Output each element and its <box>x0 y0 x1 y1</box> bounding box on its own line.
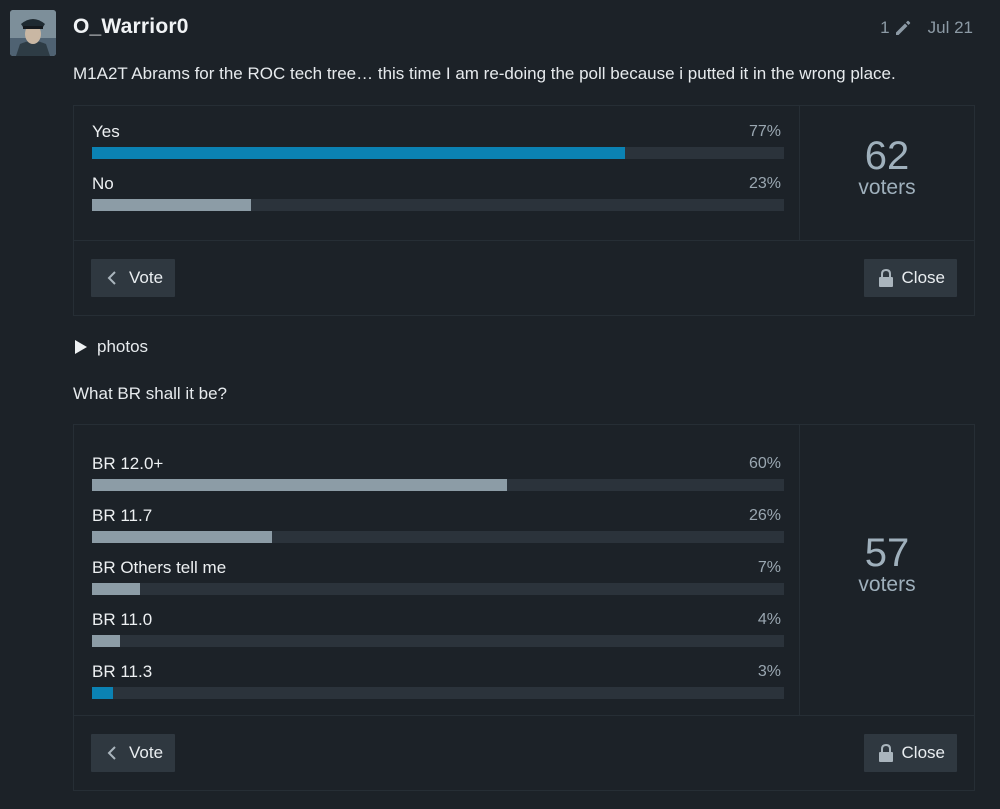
close-poll-button[interactable]: Close <box>863 734 957 772</box>
option-bar-fill <box>92 531 272 543</box>
option-percent: 77% <box>748 123 781 140</box>
option-percent: 26% <box>748 507 781 524</box>
voters-count: 57 <box>864 531 910 575</box>
option-percent: 7% <box>757 559 781 576</box>
poll-2: BR 12.0+ 60% BR 11.7 26% <box>73 424 975 791</box>
poll-question-text: What BR shall it be? <box>73 384 228 403</box>
edit-count[interactable]: 1 <box>880 18 890 37</box>
poll-option[interactable]: BR 11.0 4% <box>92 610 784 662</box>
poll-option[interactable]: BR 11.3 3% <box>92 662 784 714</box>
username[interactable]: O_Warrior0 <box>73 15 189 38</box>
option-bar-track <box>92 479 784 491</box>
voters-info: 57 voters <box>800 425 974 715</box>
poll-option[interactable]: Yes 77% <box>92 122 784 174</box>
vote-button-label: Vote <box>129 268 164 287</box>
chevron-left-icon <box>107 271 116 285</box>
option-bar-track <box>92 199 784 211</box>
poll-2-options: BR 12.0+ 60% BR 11.7 26% <box>74 425 800 715</box>
option-label: BR 11.7 <box>92 506 153 525</box>
option-bar-fill <box>92 479 508 491</box>
pencil-icon[interactable] <box>894 19 912 37</box>
post-meta: 1 Jul 21 <box>880 18 973 38</box>
voters-label: voters <box>858 573 916 596</box>
post-intro-text: M1A2T Abrams for the ROC tech tree… this… <box>73 64 896 83</box>
chevron-left-icon <box>107 746 116 760</box>
triangle-right-icon <box>75 340 87 354</box>
option-bar-track <box>92 583 784 595</box>
voters-label: voters <box>858 176 916 199</box>
vote-button[interactable]: Vote <box>91 259 176 297</box>
poll-1-actions: Vote Close <box>74 241 974 315</box>
poll-option[interactable]: BR 12.0+ 60% <box>92 454 784 506</box>
option-label: BR 11.0 <box>92 610 153 629</box>
option-bar-fill <box>92 635 120 647</box>
option-label: No <box>92 174 114 193</box>
avatar[interactable] <box>10 10 56 56</box>
poll-2-actions: Vote Close <box>74 716 974 790</box>
close-poll-button[interactable]: Close <box>863 259 957 297</box>
option-percent: 4% <box>757 611 781 628</box>
option-bar-fill <box>92 687 113 699</box>
option-bar-fill <box>92 583 141 595</box>
details-toggle[interactable]: photos <box>75 337 148 357</box>
option-label: BR 11.3 <box>92 662 153 681</box>
close-button-label: Close <box>901 743 945 762</box>
option-bar-fill <box>92 199 252 211</box>
option-bar-track <box>92 147 784 159</box>
option-percent: 60% <box>748 455 781 472</box>
lock-icon <box>878 744 893 762</box>
voters-info: 62 voters <box>800 106 974 240</box>
option-percent: 23% <box>748 175 781 192</box>
post-date[interactable]: Jul 21 <box>927 18 973 37</box>
voters-count: 62 <box>864 134 910 178</box>
vote-button-label: Vote <box>129 743 164 762</box>
close-button-label: Close <box>901 268 945 287</box>
option-percent: 3% <box>757 663 781 680</box>
poll-1-options: Yes 77% No 23% <box>74 106 800 240</box>
details-label: photos <box>97 337 149 356</box>
option-bar-track <box>92 635 784 647</box>
poll-option[interactable]: BR Others tell me 7% <box>92 558 784 610</box>
avatar-image-icon <box>10 10 56 56</box>
option-label: Yes <box>92 122 120 141</box>
option-bar-track <box>92 687 784 699</box>
poll-option[interactable]: BR 11.7 26% <box>92 506 784 558</box>
option-label: BR 12.0+ <box>92 454 164 473</box>
poll-1: Yes 77% No 23% <box>73 105 975 316</box>
option-bar-track <box>92 531 784 543</box>
option-bar-fill <box>92 147 625 159</box>
vote-button[interactable]: Vote <box>91 734 176 772</box>
lock-icon <box>878 269 893 287</box>
poll-option[interactable]: No 23% <box>92 174 784 226</box>
option-label: BR Others tell me <box>92 558 227 577</box>
